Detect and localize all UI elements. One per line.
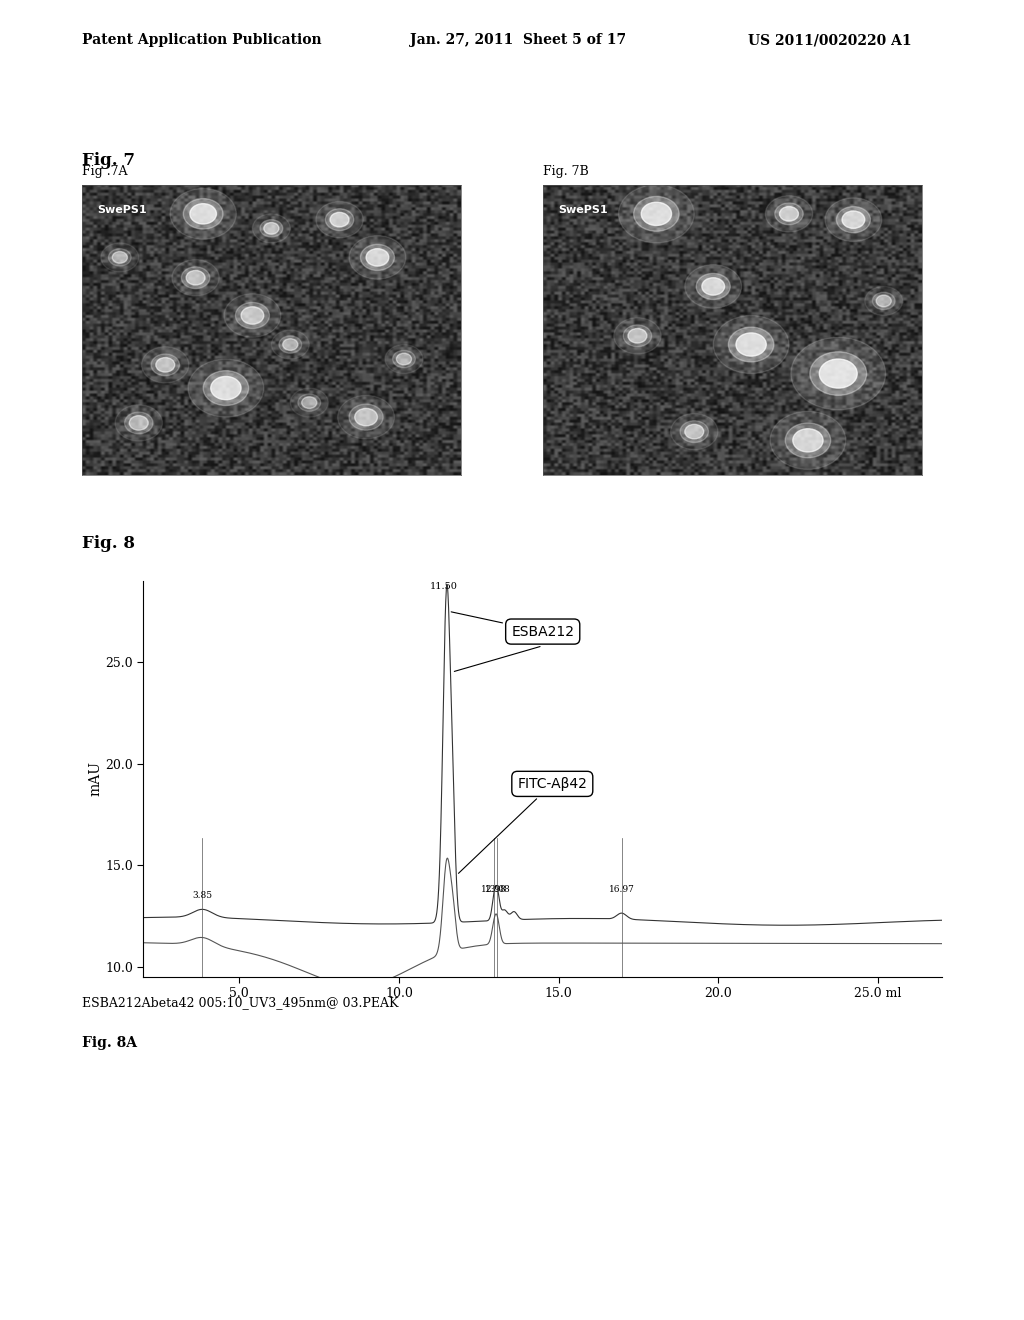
Circle shape [264, 223, 279, 234]
Circle shape [271, 330, 309, 359]
Circle shape [837, 206, 870, 232]
Circle shape [713, 315, 790, 374]
Circle shape [189, 203, 216, 224]
Circle shape [326, 209, 353, 231]
Circle shape [392, 350, 416, 368]
Circle shape [671, 413, 718, 450]
Circle shape [779, 206, 799, 220]
Text: 13.08: 13.08 [484, 884, 510, 894]
Text: 11.50: 11.50 [430, 582, 458, 591]
Text: Fig. 8: Fig. 8 [82, 535, 135, 552]
Circle shape [183, 198, 223, 230]
Circle shape [696, 273, 730, 300]
Circle shape [736, 333, 766, 356]
Circle shape [628, 329, 647, 343]
Circle shape [113, 252, 127, 263]
Text: Patent Application Publication: Patent Application Publication [82, 33, 322, 48]
Circle shape [877, 296, 891, 306]
Circle shape [291, 388, 328, 417]
Circle shape [354, 408, 378, 426]
Circle shape [156, 358, 175, 372]
Circle shape [338, 396, 394, 438]
Text: SwePS1: SwePS1 [558, 205, 607, 215]
Circle shape [396, 354, 412, 364]
Circle shape [785, 422, 830, 458]
Circle shape [129, 416, 148, 430]
Circle shape [701, 277, 725, 296]
Circle shape [279, 335, 302, 354]
Circle shape [680, 421, 709, 442]
Text: 3.85: 3.85 [193, 891, 213, 900]
Circle shape [188, 359, 264, 417]
Circle shape [685, 425, 703, 438]
Text: US 2011/0020220 A1: US 2011/0020220 A1 [748, 33, 911, 48]
Circle shape [115, 405, 163, 441]
Circle shape [367, 248, 389, 267]
Circle shape [791, 337, 886, 409]
Text: Fig .7A: Fig .7A [82, 165, 127, 178]
Text: 16.97: 16.97 [608, 884, 635, 894]
Circle shape [236, 302, 269, 329]
Circle shape [775, 203, 803, 224]
Circle shape [349, 235, 406, 279]
Circle shape [810, 351, 866, 396]
Circle shape [152, 354, 179, 376]
Circle shape [770, 412, 846, 470]
Circle shape [641, 202, 672, 226]
Text: ESBA212: ESBA212 [452, 612, 574, 639]
Circle shape [253, 214, 291, 243]
Circle shape [728, 327, 774, 362]
Circle shape [141, 347, 189, 383]
Text: Fig. 8A: Fig. 8A [82, 1036, 137, 1051]
Circle shape [624, 325, 651, 347]
Circle shape [618, 185, 694, 243]
Circle shape [765, 195, 813, 232]
Circle shape [613, 318, 662, 354]
Circle shape [186, 271, 205, 285]
Circle shape [819, 359, 857, 388]
Circle shape [203, 371, 249, 405]
Circle shape [302, 397, 316, 408]
Circle shape [125, 412, 153, 434]
Text: FITC-Aβ42: FITC-Aβ42 [459, 777, 587, 874]
Circle shape [172, 260, 219, 296]
Circle shape [634, 197, 679, 231]
Circle shape [181, 267, 210, 289]
Circle shape [283, 339, 298, 350]
Circle shape [260, 219, 283, 238]
Circle shape [385, 345, 423, 374]
Circle shape [360, 244, 394, 271]
Circle shape [100, 243, 138, 272]
Circle shape [330, 213, 349, 227]
Text: 12.98: 12.98 [481, 884, 507, 894]
Text: SwePS1: SwePS1 [97, 205, 146, 215]
Circle shape [109, 248, 131, 267]
Circle shape [224, 293, 281, 337]
Text: Fig. 7: Fig. 7 [82, 152, 135, 169]
Circle shape [864, 286, 903, 315]
Circle shape [170, 189, 237, 239]
Circle shape [241, 306, 264, 325]
Text: Jan. 27, 2011  Sheet 5 of 17: Jan. 27, 2011 Sheet 5 of 17 [410, 33, 626, 48]
Circle shape [872, 292, 895, 310]
Circle shape [842, 211, 864, 228]
Y-axis label: mAU: mAU [88, 762, 102, 796]
Circle shape [315, 202, 364, 238]
Circle shape [825, 198, 882, 242]
Circle shape [211, 376, 241, 400]
Text: Fig. 7B: Fig. 7B [543, 165, 589, 178]
Text: ESBA212Abeta42 005:10_UV3_495nm@ 03.PEAK: ESBA212Abeta42 005:10_UV3_495nm@ 03.PEAK [82, 997, 398, 1010]
Circle shape [685, 264, 741, 309]
Circle shape [349, 404, 383, 430]
Circle shape [793, 429, 823, 451]
Circle shape [298, 393, 321, 412]
